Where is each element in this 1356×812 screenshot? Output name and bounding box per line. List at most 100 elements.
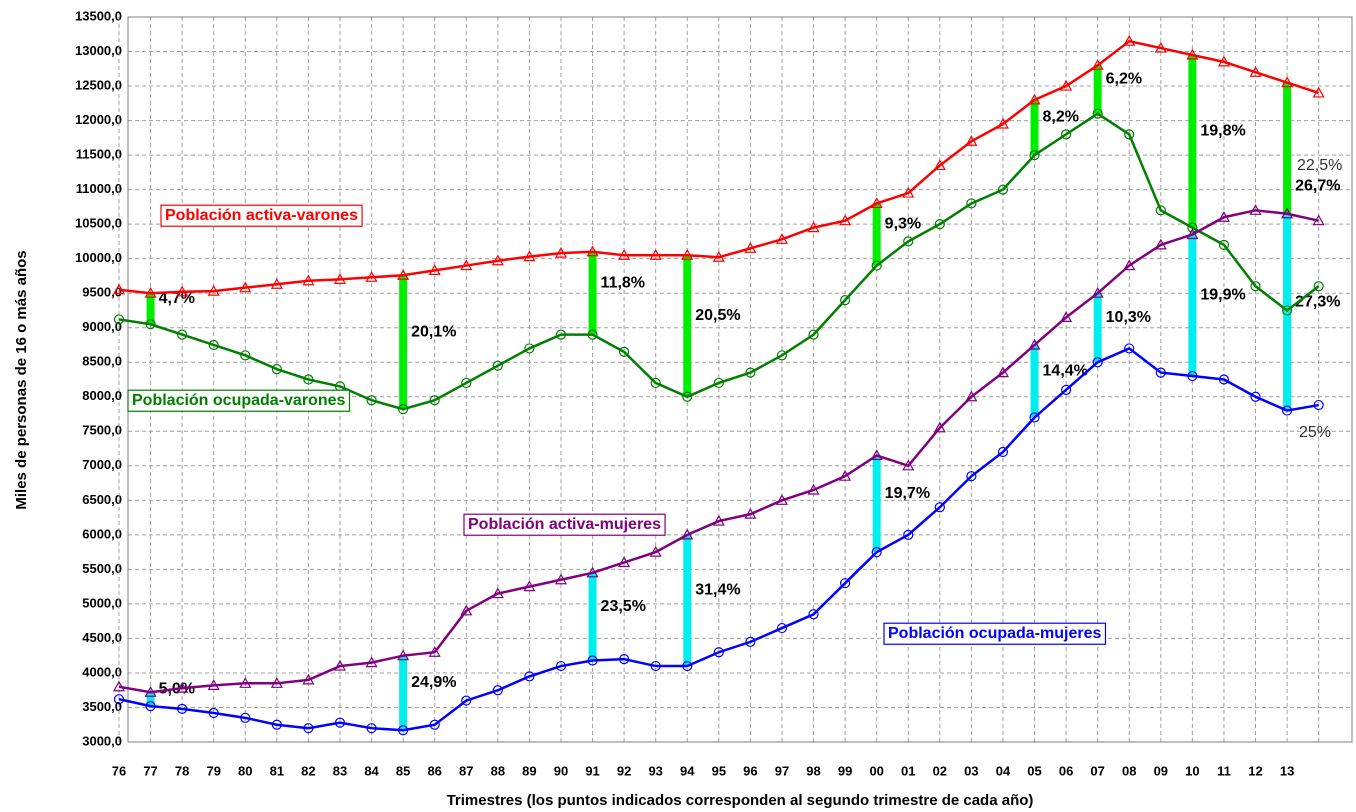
marker [207, 679, 220, 690]
marker [966, 198, 977, 209]
marker [555, 329, 567, 340]
x-tick-label: 80 [238, 763, 252, 778]
y-tick-label: 7000,0 [82, 457, 122, 472]
marker [1313, 399, 1324, 411]
x-tick-label: 92 [617, 763, 631, 778]
rate-label: 19,8% [1200, 123, 1245, 140]
marker [1154, 41, 1167, 53]
marker [398, 725, 409, 736]
x-tick-label: 88 [491, 763, 505, 778]
x-tick-label: 85 [396, 763, 410, 778]
marker [524, 343, 535, 354]
x-tick-label: 99 [838, 763, 852, 778]
marker [1029, 412, 1040, 423]
rate-bar [683, 255, 692, 397]
marker [271, 719, 282, 730]
marker [870, 197, 883, 209]
marker [1155, 367, 1166, 378]
rate-bar [399, 655, 408, 731]
rate-bar [588, 251, 597, 335]
marker [903, 529, 914, 540]
x-tick-label: 04 [996, 763, 1011, 778]
marker [1250, 391, 1261, 402]
marker [239, 281, 252, 293]
marker [1186, 228, 1199, 240]
y-tick-label: 6000,0 [82, 526, 122, 541]
marker [334, 717, 346, 728]
marker [240, 712, 251, 723]
marker [113, 694, 125, 705]
marker [712, 514, 725, 526]
marker [934, 219, 945, 230]
y-tick-label: 6500,0 [82, 492, 122, 507]
marker [1217, 211, 1230, 222]
marker [1312, 214, 1325, 226]
marker [397, 649, 410, 661]
marker [1155, 205, 1166, 216]
marker [1312, 86, 1325, 98]
marker [1092, 357, 1103, 368]
rate-label: 20,1% [411, 323, 456, 340]
series-line [118, 209, 1319, 694]
marker [933, 421, 946, 433]
y-axis-title: Miles de personas de 16 o más años [13, 250, 30, 509]
marker [586, 245, 599, 257]
marker [1217, 55, 1230, 67]
marker [398, 404, 409, 415]
marker [1249, 66, 1262, 77]
marker [996, 366, 1009, 378]
marker [1154, 238, 1167, 250]
marker [745, 636, 756, 647]
x-tick-label: 91 [585, 763, 599, 778]
marker [302, 673, 315, 685]
marker [1028, 338, 1041, 350]
series-label-box [160, 204, 363, 227]
rate-label: 11,8% [601, 274, 645, 291]
y-tick-label: 13500,0 [75, 8, 122, 23]
x-axis-title: Trimestres (los puntos indicados corresp… [447, 792, 1034, 809]
x-tick-label: 90 [554, 763, 568, 778]
marker [207, 284, 220, 296]
end-label: 22,5% [1297, 157, 1342, 174]
series-label: Población activa-mujeres [468, 516, 661, 533]
marker [966, 471, 977, 482]
marker [208, 339, 219, 351]
marker [775, 494, 788, 505]
marker [808, 329, 819, 340]
marker [871, 547, 882, 558]
marker [429, 719, 440, 730]
x-tick-label: 89 [522, 763, 536, 778]
marker [587, 329, 598, 340]
marker [302, 274, 315, 286]
y-tick-label: 8000,0 [82, 388, 122, 403]
y-tick-label: 11500,0 [76, 147, 122, 162]
marker [933, 159, 946, 171]
x-tick-label: 84 [364, 763, 379, 778]
x-tick-label: 07 [1090, 763, 1104, 778]
marker [997, 184, 1009, 195]
marker [492, 685, 503, 696]
marker [840, 578, 851, 589]
marker [461, 377, 472, 389]
marker [775, 233, 788, 244]
marker [1091, 59, 1104, 70]
plot-frame [127, 16, 1353, 743]
marker [177, 329, 188, 340]
marker [619, 346, 630, 357]
marker [965, 135, 978, 146]
marker [586, 566, 599, 578]
marker [682, 391, 693, 402]
rate-label: 20,5% [695, 307, 740, 324]
series-label-box [463, 513, 666, 536]
marker [1124, 129, 1135, 140]
y-tick-label: 10500,0 [75, 216, 122, 231]
rate-label: 14,4% [1043, 362, 1088, 379]
y-tick-label: 10000,0 [75, 250, 122, 265]
marker [1249, 204, 1262, 215]
rate-bar [146, 293, 155, 325]
marker [1060, 311, 1073, 322]
marker [461, 695, 472, 706]
marker [713, 377, 724, 389]
marker [270, 677, 283, 688]
marker [176, 681, 189, 693]
